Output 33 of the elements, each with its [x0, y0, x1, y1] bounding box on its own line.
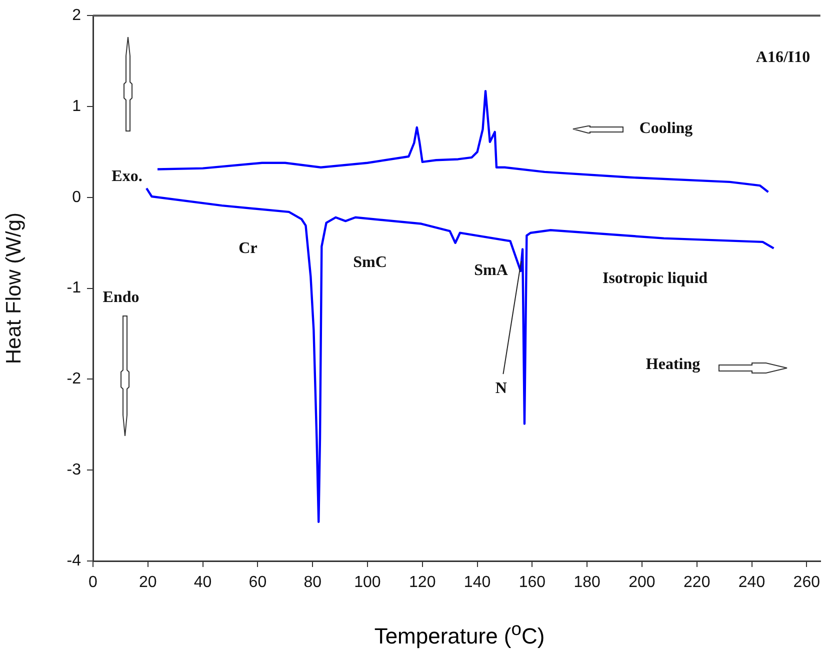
- annotation: N: [495, 380, 508, 398]
- y-axis-title: Heat Flow (W/g): [2, 212, 26, 364]
- annotation: Endo: [102, 289, 140, 306]
- y-tick-label: 1: [72, 98, 82, 115]
- annotation: Cr: [238, 240, 258, 258]
- annotation: SmC: [353, 254, 387, 272]
- x-tick-label: 140: [464, 574, 491, 592]
- x-tick-label: 160: [518, 574, 546, 592]
- y-tick-label: -2: [66, 370, 82, 388]
- x-tick-label: 220: [684, 574, 710, 592]
- x-axis-title: Temperature ($^{o}$C): [373, 618, 546, 650]
- x-tick-label: 40: [194, 574, 212, 592]
- y-tick-label: 2: [72, 7, 82, 24]
- annotation: Exo.: [112, 168, 142, 186]
- x-tick-label: 0: [88, 574, 98, 592]
- x-tick-label: 240: [738, 574, 766, 592]
- annotation: SmA: [474, 262, 508, 280]
- x-tick-label: 120: [409, 574, 436, 592]
- y-tick-label: -3: [66, 462, 82, 479]
- y-tick-label: 0: [72, 188, 82, 206]
- x-tick-label: 260: [793, 574, 820, 592]
- x-tick-label: 100: [354, 574, 381, 592]
- x-tick-label: 80: [304, 574, 322, 592]
- y-tick-label: -1: [66, 280, 82, 297]
- annotation: Cooling: [639, 120, 693, 138]
- annotation: Heating: [646, 356, 700, 374]
- x-tick-label: 60: [248, 574, 267, 592]
- annotation: Isotropic liquid: [602, 270, 708, 288]
- x-tick-label: 180: [574, 574, 601, 592]
- x-tick-label: 20: [139, 574, 157, 592]
- x-tick-label: 200: [628, 574, 656, 592]
- annotation: A16/I10: [756, 49, 810, 66]
- y-tick-label: -4: [66, 552, 82, 570]
